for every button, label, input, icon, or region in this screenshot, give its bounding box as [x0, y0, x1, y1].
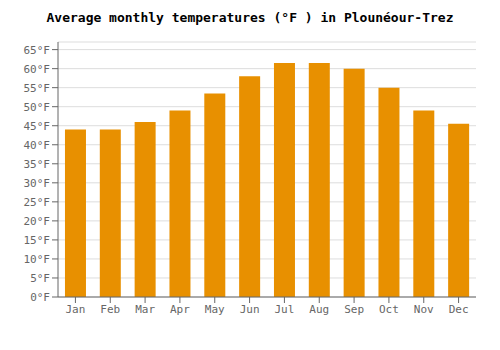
svg-text:Feb: Feb [100, 303, 120, 316]
svg-text:60°F: 60°F [24, 63, 51, 76]
html-text:Average monthly temperatures (: Average monthly temperatures (°F ) in Pl… [46, 10, 454, 25]
svg-text:25°F: 25°F [24, 196, 51, 209]
svg-text:Dec: Dec [449, 303, 469, 316]
svg-text:15°F: 15°F [24, 234, 51, 247]
svg-text:May: May [205, 303, 225, 316]
svg-text:65°F: 65°F [24, 44, 51, 57]
svg-text:Jan: Jan [65, 303, 85, 316]
svg-text:5°F: 5°F [30, 272, 50, 285]
svg-text:0°F: 0°F [30, 291, 50, 304]
svg-text:30°F: 30°F [24, 177, 51, 190]
svg-text:Apr: Apr [170, 303, 190, 316]
svg-text:35°F: 35°F [24, 158, 51, 171]
svg-text:Mar: Mar [135, 303, 155, 316]
svg-text:45°F: 45°F [24, 120, 51, 133]
svg-text:Nov: Nov [414, 303, 434, 316]
svg-text:Oct: Oct [379, 303, 399, 316]
svg-text:Sep: Sep [344, 303, 364, 316]
svg-text:50°F: 50°F [24, 101, 51, 114]
svg-text:55°F: 55°F [24, 82, 51, 95]
svg-text:Jun: Jun [240, 303, 260, 316]
svg-text:Aug: Aug [309, 303, 329, 316]
svg-text:10°F: 10°F [24, 253, 51, 266]
svg-text:20°F: 20°F [24, 215, 51, 228]
svg-text:40°F: 40°F [24, 139, 51, 152]
svg-text:Jul: Jul [274, 303, 294, 316]
